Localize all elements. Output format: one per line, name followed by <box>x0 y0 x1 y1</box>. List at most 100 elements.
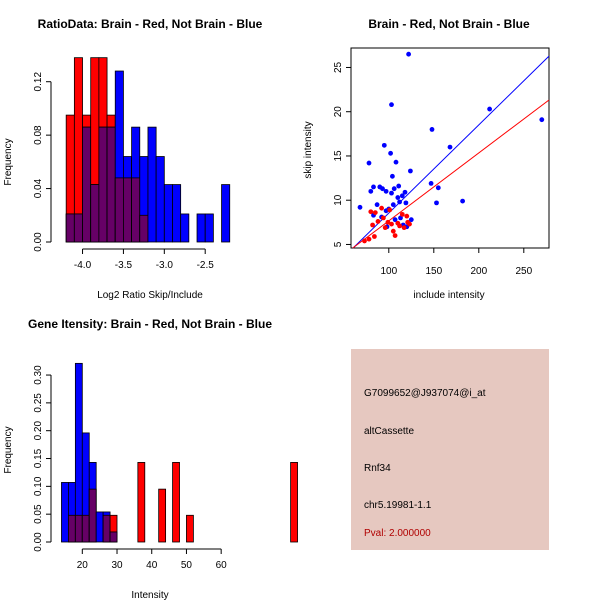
ratio-bar-overlap <box>90 184 100 243</box>
ratio-x-tick-label: -4.0 <box>74 260 92 271</box>
ratio-histogram-ylabel: Frequency <box>3 138 14 185</box>
not-brain-point <box>408 217 414 223</box>
scatter-fit-lines <box>352 55 550 249</box>
ratio-histogram-panel: RatioData: Brain - Red, Not Brain - Blue… <box>3 17 263 301</box>
ratio-bar-not-brain <box>172 184 182 243</box>
not-brain-point <box>429 127 435 132</box>
intensity-histogram-bars <box>61 362 389 543</box>
brain-point <box>381 215 386 221</box>
not-brain-point <box>371 184 376 190</box>
not-brain-point <box>447 144 453 150</box>
brain-point <box>389 221 394 227</box>
ratio-bar-overlap <box>82 126 92 243</box>
brain-point <box>399 211 405 217</box>
ratio-y-tick-label: 0.08 <box>33 125 44 145</box>
scatter-y-tick-label: 15 <box>333 150 344 162</box>
intensity-bar-brain <box>137 462 146 543</box>
intensity-histogram-xlabel: Intensity <box>131 590 168 600</box>
ratio-bar-not-brain <box>180 213 190 243</box>
not-brain-point <box>406 51 411 57</box>
brain-point <box>362 238 367 244</box>
not-brain-point <box>403 200 409 206</box>
not-brain-point <box>390 173 395 179</box>
probe-id: G7099652@J937074@i_at <box>364 388 486 399</box>
intensity-y-tick-label: 0.25 <box>33 393 44 413</box>
brain-point <box>370 222 375 228</box>
not-brain-point <box>398 215 403 221</box>
info-panel-background <box>351 349 549 550</box>
not-brain-point <box>396 183 402 189</box>
info-panel: G7099652@J937074@i_at altCassette Rnf34 … <box>351 349 549 550</box>
intensity-x-tick-label: 20 <box>77 560 89 571</box>
brain-fit-line <box>352 99 550 249</box>
brain-point <box>382 225 388 231</box>
not-brain-point <box>397 199 402 205</box>
not-brain-point <box>539 117 545 123</box>
ratio-histogram-axes: -4.0 -3.5 -3.0 -2.5 0.00 0.04 0.08 0.12 <box>33 72 214 271</box>
scatter-x-tick-label: 100 <box>380 266 397 277</box>
brain-point <box>372 210 378 216</box>
brain-point <box>392 233 398 239</box>
ratio-bar-not-brain <box>196 213 206 243</box>
intensity-bar-overlap <box>68 514 76 543</box>
ratio-x-tick-label: -3.5 <box>115 260 133 271</box>
ratio-y-tick-label: 0.04 <box>33 178 44 198</box>
not-brain-point <box>381 142 387 148</box>
ratio-bar-overlap <box>65 213 75 243</box>
ratio-histogram-bars <box>65 57 231 243</box>
not-brain-point <box>428 180 434 186</box>
ratio-histogram-xlabel: Log2 Ratio Skip/Include <box>97 290 203 301</box>
not-brain-point <box>393 159 399 165</box>
ratio-bar-not-brain <box>204 213 214 243</box>
intensity-histogram-axes: 20 30 40 50 60 0.00 0.05 0.10 0.15 0.20 0.25 0.30 <box>33 365 227 571</box>
ratio-bar-overlap <box>114 177 124 243</box>
not-brain-point <box>366 160 372 166</box>
not-brain-point <box>487 106 492 112</box>
gene-name: Rnf34 <box>364 463 391 474</box>
intensity-bar-overlap <box>81 514 90 543</box>
brain-point <box>407 221 412 227</box>
ratio-bar-overlap <box>123 177 133 243</box>
intensity-x-tick-label: 30 <box>111 560 123 571</box>
scatter-x-tick-label: 200 <box>470 266 487 277</box>
intensity-bar-not-brain <box>61 482 69 543</box>
scatter-ylabel: skip intensity <box>303 121 314 178</box>
not-brain-point <box>395 195 401 200</box>
intensity-bar-overlap <box>102 514 111 543</box>
not-brain-point <box>357 204 363 210</box>
brain-point <box>379 205 384 211</box>
scatter-y-tick-label: 10 <box>333 194 344 206</box>
intensity-bar-brain <box>186 514 194 543</box>
intensity-y-tick-label: 0.30 <box>33 365 44 385</box>
not-brain-point <box>390 202 396 208</box>
ratio-histogram-title: RatioData: Brain - Red, Not Brain - Blue <box>38 17 263 31</box>
scatter-y-tick-label: 20 <box>333 106 344 118</box>
intensity-x-tick-label: 50 <box>181 560 193 571</box>
ratio-bar-not-brain <box>155 156 165 243</box>
ratio-y-tick-label: 0.00 <box>33 232 44 252</box>
scatter-points <box>357 51 545 244</box>
brain-point <box>401 225 407 231</box>
ratio-bar-not-brain <box>221 184 231 243</box>
intensity-bar-not-brain <box>95 511 104 543</box>
intensity-bar-overlap <box>88 488 97 543</box>
not-brain-point <box>391 186 397 192</box>
ratio-bar-overlap <box>131 177 141 243</box>
not-brain-point <box>392 217 398 223</box>
not-brain-point <box>383 188 389 194</box>
ratio-bar-not-brain <box>147 126 157 243</box>
scatter-xlabel: include intensity <box>413 290 484 301</box>
not-brain-point <box>389 190 394 196</box>
not-brain-point <box>388 150 393 156</box>
intensity-histogram-panel: Gene Itensity: Brain - Red, Not Brain - … <box>3 317 389 600</box>
brain-point <box>390 228 396 234</box>
scatter-y-tick-label: 25 <box>333 61 344 73</box>
not-brain-point <box>435 185 441 191</box>
intensity-bar-brain <box>158 488 167 543</box>
not-brain-point <box>374 202 380 208</box>
scatter-x-tick-label: 250 <box>515 266 532 277</box>
genomic-location: chr5.19981-1.1 <box>364 500 432 511</box>
ratio-x-tick-label: -3.0 <box>156 260 174 271</box>
brain-point <box>366 236 372 242</box>
